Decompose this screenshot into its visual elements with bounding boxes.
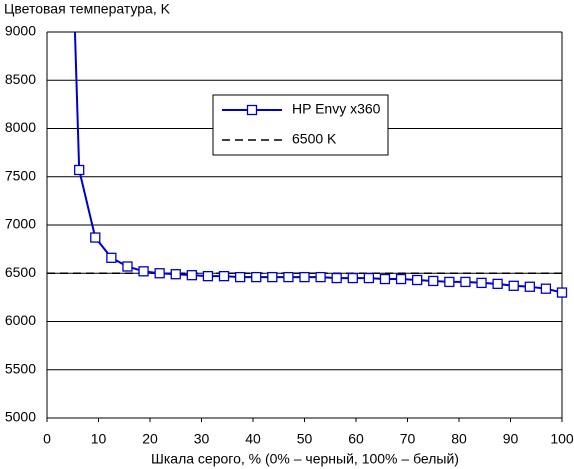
data-point (74, 164, 85, 176)
legend-box (212, 94, 389, 156)
x-tick-label: 70 (400, 431, 416, 447)
x-tick-label: 80 (451, 431, 467, 447)
x-tick-label: 100 (550, 431, 574, 447)
data-point (106, 252, 117, 263)
data-point (556, 287, 568, 298)
x-tick-label: 30 (194, 431, 210, 447)
data-point (331, 272, 342, 284)
data-point (218, 270, 230, 282)
data-point (122, 261, 133, 272)
x-tick-label: 90 (503, 431, 519, 447)
x-tick-label: 20 (142, 431, 158, 447)
data-point (363, 272, 375, 284)
data-point (234, 271, 246, 283)
x-tick-label: 60 (348, 431, 364, 447)
x-tick-label: 0 (43, 431, 51, 447)
x-tick-label: 40 (245, 431, 261, 447)
data-point (138, 266, 149, 277)
legend-label: HP Envy x360 (292, 101, 381, 117)
y-tick-label: 7000 (5, 216, 36, 232)
data-point (379, 273, 391, 285)
data-point (540, 283, 552, 294)
y-axis-title: Цветовая температура, K (4, 1, 171, 17)
y-tick-label: 5000 (5, 409, 36, 425)
x-tick-label: 50 (297, 431, 313, 447)
y-tick-label: 6000 (5, 312, 36, 328)
data-point (299, 271, 310, 283)
legend-label: 6500 K (292, 131, 337, 147)
data-point (412, 274, 423, 286)
data-point (460, 276, 471, 288)
data-point (428, 275, 439, 287)
y-tick-label: 5500 (5, 360, 36, 376)
data-point (283, 271, 294, 283)
data-point (154, 268, 165, 279)
data-point (395, 273, 407, 285)
x-tick-label: 10 (91, 431, 107, 447)
data-point (492, 278, 503, 290)
legend-marker (246, 104, 258, 116)
data-point (186, 270, 197, 281)
y-tick-label: 9000 (5, 23, 36, 39)
data-point (202, 270, 214, 282)
y-tick-label: 8500 (5, 71, 36, 87)
data-point (90, 232, 101, 243)
data-point (508, 280, 519, 291)
data-point (347, 272, 358, 284)
y-tick-label: 7500 (5, 167, 36, 183)
data-point (524, 281, 535, 292)
y-tick-label: 8000 (5, 119, 36, 135)
data-point (315, 271, 326, 283)
data-point (251, 271, 262, 283)
data-point (476, 277, 487, 289)
y-tick-label: 6500 (5, 264, 36, 280)
data-point (170, 269, 181, 280)
data-point (444, 276, 455, 288)
data-point (267, 271, 278, 283)
x-axis-title: Шкала серого, % (0% – черный, 100% – бел… (151, 451, 459, 467)
